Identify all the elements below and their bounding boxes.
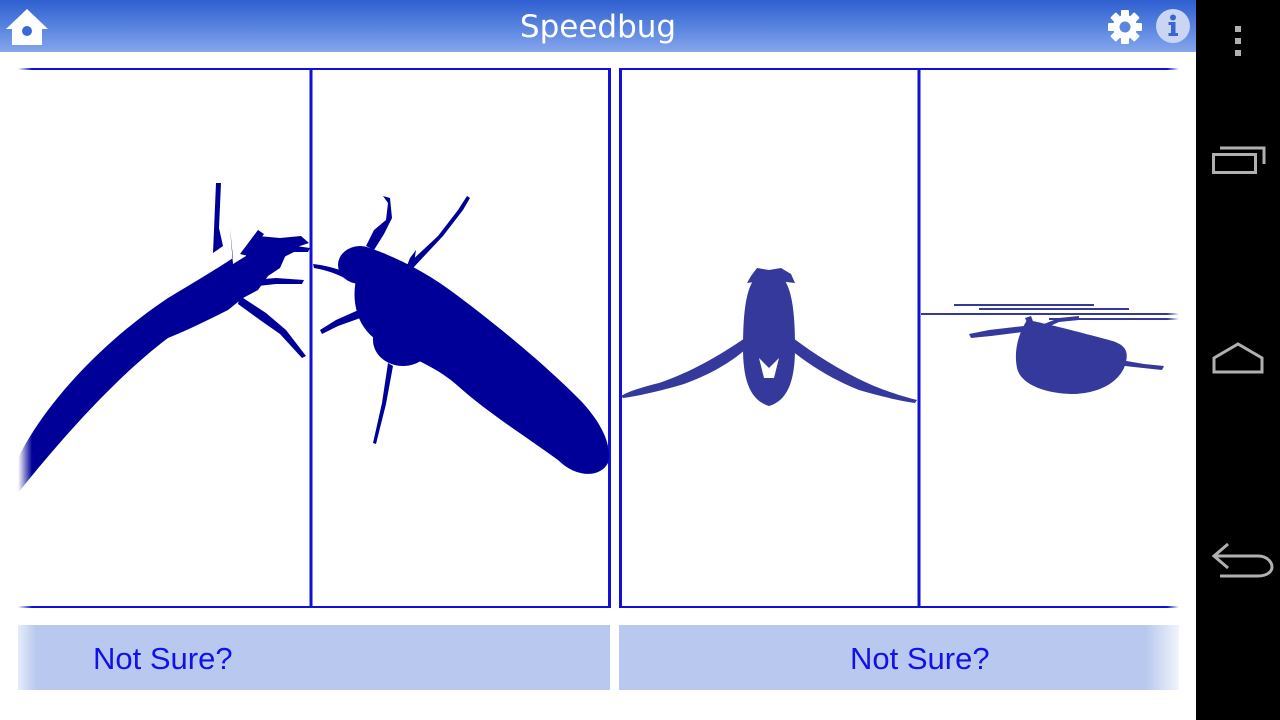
app-screen: Speedbug (0, 0, 1196, 720)
left-panel-graphics (18, 68, 611, 608)
app-title: Speedbug (519, 9, 677, 45)
back-arrow-icon (1211, 542, 1274, 578)
recent-apps-button[interactable] (1196, 136, 1280, 182)
choice-image-2[interactable] (313, 68, 609, 608)
not-sure-button-left[interactable]: Not Sure? (18, 625, 610, 690)
right-panel-graphics (619, 68, 1179, 608)
choice-image-4[interactable] (921, 68, 1179, 608)
insect-silhouette-d (921, 304, 1179, 394)
choice-image-3[interactable] (622, 68, 918, 608)
overflow-menu-button[interactable] (1196, 20, 1280, 60)
not-sure-label: Not Sure? (850, 641, 990, 676)
right-fade-edge (1167, 68, 1179, 608)
home-outline-icon (1212, 342, 1264, 374)
system-nav-bar (1196, 0, 1280, 720)
insect-silhouette-c (621, 268, 917, 406)
gear-icon (1108, 10, 1142, 44)
insect-silhouette-a (18, 183, 310, 493)
system-back-button[interactable] (1196, 536, 1280, 584)
not-sure-label: Not Sure? (93, 641, 233, 676)
choice-image-1[interactable] (18, 68, 310, 608)
home-icon (6, 9, 48, 45)
insect-silhouette-b (313, 196, 609, 474)
home-button[interactable] (4, 7, 50, 47)
info-button[interactable] (1155, 8, 1191, 44)
recent-apps-icon (1212, 146, 1266, 174)
app-bar: Speedbug (0, 0, 1196, 52)
left-fade-edge (18, 68, 32, 608)
info-icon (1156, 9, 1190, 43)
comparison-panel-right (619, 68, 1179, 608)
settings-button[interactable] (1106, 9, 1144, 45)
system-home-button[interactable] (1196, 336, 1280, 380)
comparison-panel-left (18, 68, 611, 608)
overflow-menu-icon (1235, 26, 1241, 56)
not-sure-button-right[interactable]: Not Sure? (619, 625, 1179, 690)
